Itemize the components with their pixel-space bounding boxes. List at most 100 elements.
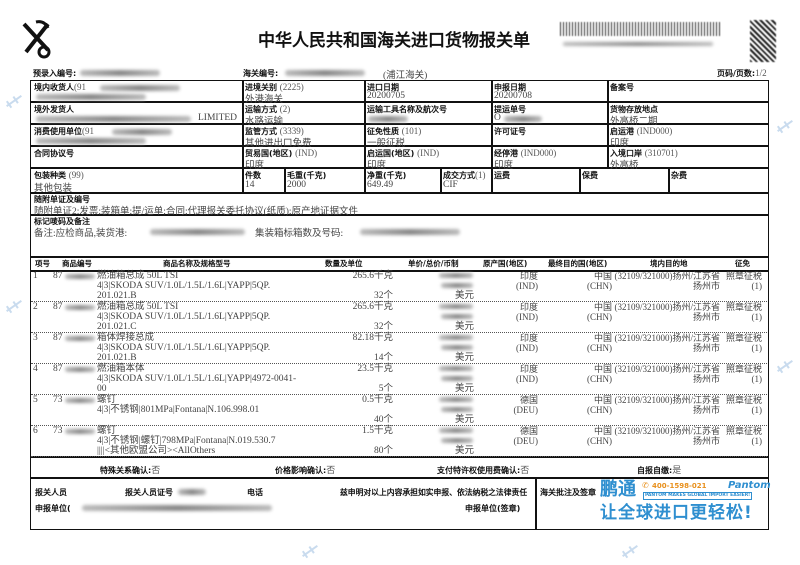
- redacted-value: [441, 407, 473, 412]
- bl-no-label: 提运单号: [494, 105, 526, 114]
- entry-customs-code: (2225): [279, 82, 304, 92]
- storage-label: 货物存放地点: [610, 105, 658, 114]
- item-currency: 美元: [455, 446, 475, 456]
- self-declare-value: 是: [672, 465, 682, 475]
- col-header-name: 商品名称及规格型号: [163, 259, 231, 268]
- packing-label: 包装种类: [34, 171, 66, 180]
- item-no: 3: [33, 333, 38, 343]
- declaration-statement: 兹申明对以上内容承担如实申报、依法纳税之法律责任: [340, 488, 528, 497]
- packing-value: 其他包装: [34, 184, 73, 194]
- departure-port-code: (IND000): [636, 126, 673, 136]
- divider: [30, 270, 769, 272]
- redacted-value: [65, 305, 95, 310]
- entry-port-label: 入境口岸: [610, 149, 642, 158]
- consignee-code-redacted: [100, 85, 180, 91]
- special-relation-label: 特殊关系确认:: [100, 466, 152, 475]
- item-domestic: (32109/321000)扬州/江苏省: [614, 271, 721, 281]
- item-levy-code: (1): [751, 343, 763, 353]
- item-spec1: 4|3|不锈钢|801MPa|Fontana|N.106.998.01: [97, 405, 260, 415]
- item-origin: 德国: [519, 395, 538, 405]
- item-levy: 照章征税: [725, 426, 762, 436]
- consignee-field: 境内收货人(91: [34, 82, 86, 93]
- item-domestic2: 扬州市: [692, 312, 720, 322]
- phone-icon: ✆: [642, 481, 649, 490]
- item-levy-code: (1): [751, 374, 763, 384]
- item-origin-code: (IND): [516, 312, 538, 322]
- item-origin-code: (IND): [516, 374, 538, 384]
- item-code: 87: [53, 364, 63, 374]
- item-domestic: (32109/321000)扬州/江苏省: [614, 426, 721, 436]
- col-header-price: 单价/总价/币制: [408, 259, 459, 268]
- redacted-value: [65, 274, 95, 279]
- redacted-value: [439, 366, 473, 371]
- item-qty2: 40个: [373, 415, 393, 425]
- transport-mode-code: (2): [279, 104, 291, 114]
- item-code: 87: [53, 271, 63, 281]
- misc-fee-label: 杂费: [671, 171, 687, 180]
- broker-label: 报关人员: [35, 488, 67, 497]
- bl-no-redacted: [504, 116, 542, 122]
- net-weight-value: 649.49: [367, 180, 394, 190]
- item-spec1: 4|3|SKODA SUV/1.0L/1.5L/1.6L|YAPP|4972-0…: [97, 374, 297, 384]
- shipper-name-redacted: [36, 116, 191, 122]
- item-levy: 照章征税: [725, 333, 762, 343]
- item-origin-code: (IND): [516, 281, 538, 291]
- item-spec1: 4|3|SKODA SUV/1.0L/1.5L/1.6L|YAPP|5QP.: [97, 343, 271, 353]
- container-no-redacted: [360, 229, 460, 235]
- item-levy-code: (1): [751, 312, 763, 322]
- divider: [30, 477, 769, 479]
- item-dest-code: (CHN): [587, 436, 612, 446]
- item-spec2: 00: [97, 384, 107, 394]
- item-spec2: 201.021.B: [97, 291, 137, 301]
- item-dest: 中国: [593, 271, 612, 281]
- col-header-levy: 征免: [735, 259, 750, 268]
- entry-port-code: (310701): [644, 148, 678, 158]
- redacted-value: [441, 314, 473, 319]
- item-name: 燃油箱总成 50L TSI: [97, 302, 179, 312]
- item-dest-code: (CHN): [587, 343, 612, 353]
- levy-value: 一般征税: [367, 139, 406, 149]
- item-dest: 中国: [593, 426, 612, 436]
- item-origin: 印度: [519, 364, 538, 374]
- consumer-code: (91: [82, 126, 94, 136]
- deal-code: (1): [475, 170, 486, 180]
- stop-port-field: 经停港 (IND000): [494, 148, 556, 159]
- item-code: 87: [53, 302, 63, 312]
- consumer-name-redacted: [36, 138, 146, 144]
- table-row: 4 87 燃油箱本体 4|3|SKODA SUV/1.0L/1.5L/1.6L|YAP…: [31, 364, 767, 395]
- trade-country-code: (IND): [295, 148, 318, 158]
- watermark: [621, 545, 638, 559]
- departure-port-field: 启运港 (IND000): [610, 126, 672, 137]
- trade-country-value: 印度: [245, 161, 265, 171]
- divider: [607, 80, 609, 168]
- col-header-dest-country: 最终目的国(地区): [548, 259, 608, 268]
- item-qty2: 32个: [373, 322, 393, 332]
- item-qty2: 5个: [378, 384, 393, 394]
- gross-weight-label: 毛重(千克): [287, 171, 327, 180]
- item-name: 燃油箱本体: [97, 364, 145, 374]
- entry-customs-value: 外港海关: [245, 95, 284, 105]
- declare-date-label: 申报日期: [494, 83, 526, 92]
- item-dest-code: (CHN): [587, 405, 612, 415]
- item-levy: 照章征税: [725, 364, 762, 374]
- special-relation-confirm: 特殊关系确认:否: [100, 463, 160, 476]
- levy-label: 征免性质: [367, 127, 399, 136]
- barcode-number: [563, 42, 713, 46]
- license-label: 许可证号: [494, 127, 526, 136]
- item-dest: 中国: [593, 395, 612, 405]
- redacted-value: [441, 376, 473, 381]
- trade-country-field: 贸易国(地区) (IND): [245, 148, 317, 159]
- col-header-qty: 数量及单位: [325, 259, 363, 268]
- supervision-label: 监管方式: [245, 127, 277, 136]
- origin-country-code: (IND): [417, 148, 440, 158]
- net-weight-label: 净重(千克): [367, 171, 407, 180]
- watermark: [776, 120, 793, 134]
- item-domestic: (32109/321000)扬州/江苏省: [614, 395, 721, 405]
- divider: [491, 80, 493, 192]
- item-levy: 照章征税: [725, 271, 762, 281]
- divider: [284, 167, 286, 192]
- storage-value: 外高桥二期: [610, 117, 658, 127]
- divider: [30, 123, 769, 125]
- shipper-label: 境外发货人: [34, 105, 74, 114]
- pre-entry-no-redacted: [80, 70, 160, 76]
